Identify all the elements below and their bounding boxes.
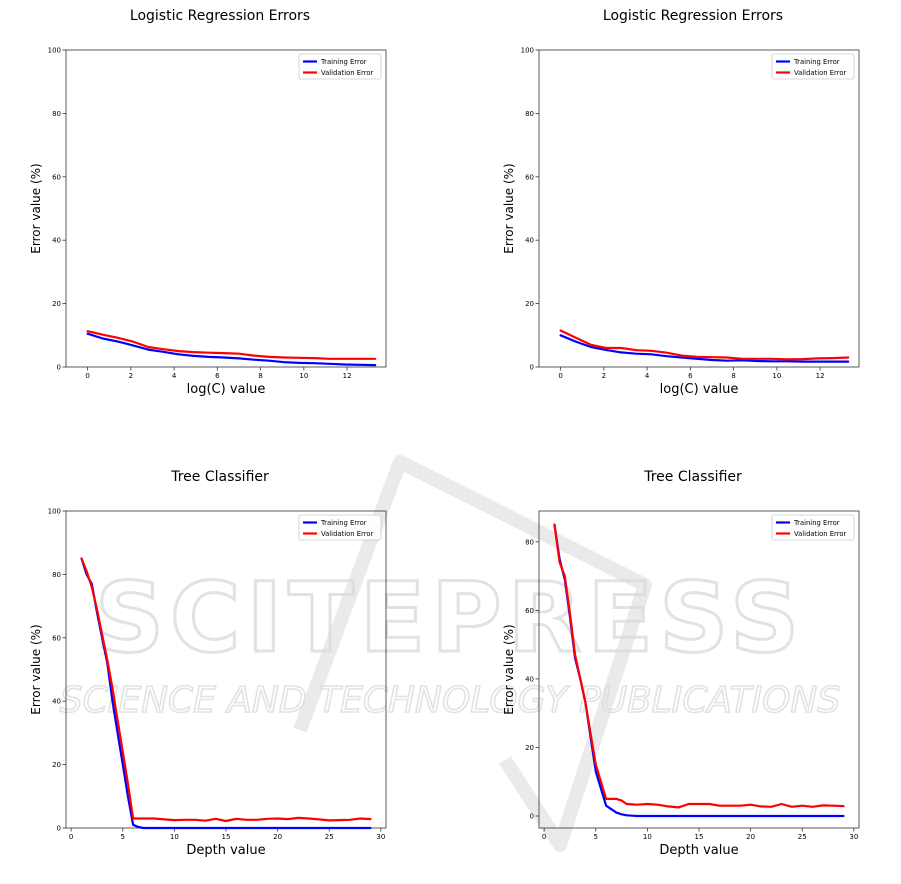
y-tick-label: 100 [521,47,534,55]
y-axis-label: Error value (%) [502,624,516,714]
x-tick-label: 25 [798,833,807,841]
legend: Training Error Validation Error [771,53,855,80]
x-tick-label: 6 [215,372,220,380]
watermark: SCITEPRESS SCIENCE AND TECHNOLOGY PUBLICA… [59,455,841,852]
x-axis-label: log(C) value [187,382,266,397]
chart-title: Tree Classifier [170,469,269,485]
x-tick-label: 8 [258,372,262,380]
x-tick-label: 12 [343,372,352,380]
y-tick-label: 60 [525,173,534,181]
legend: Training Error Validation Error [771,514,855,541]
x-tick-label: 15 [695,833,704,841]
x-tick-label: 10 [772,372,781,380]
legend-box [298,53,382,80]
chart-title: Logistic Regression Errors [603,8,783,24]
y-axis-label: Error value (%) [502,163,516,253]
y-tick-label: 40 [52,698,61,706]
y-axis-label: Error value (%) [29,163,43,253]
x-tick-label: 5 [121,833,125,841]
legend: Training Error Validation Error [298,53,382,80]
y-tick-label: 20 [525,744,534,752]
x-tick-label: 6 [688,372,693,380]
x-axis-label: Depth value [186,843,265,858]
y-tick-label: 40 [52,237,61,245]
x-axis-label: Depth value [659,843,738,858]
chart-title: Logistic Regression Errors [130,8,310,24]
legend-label: Validation Error [794,530,846,538]
x-tick-label: 10 [299,372,308,380]
y-tick-label: 80 [525,110,534,118]
y-tick-label: 80 [52,110,61,118]
x-tick-label: 0 [69,833,73,841]
x-tick-label: 5 [594,833,598,841]
series-line-validation-error [86,330,377,360]
legend-box [298,514,382,541]
x-tick-label: 12 [816,372,825,380]
legend-label: Training Error [793,519,840,527]
y-tick-label: 20 [52,761,61,769]
legend-label: Validation Error [321,69,373,77]
series-line-training-error [80,557,372,830]
legend-label: Training Error [793,58,840,66]
series-line-validation-error [80,557,372,823]
x-tick-label: 10 [643,833,652,841]
x-tick-label: 2 [129,372,133,380]
series-line-training-error [86,332,377,367]
chart-panel-3: Tree Classifier 0 5 10 15 20 25 30 0 20 40 60 80 100 D… [29,469,387,858]
y-tick-label: 80 [525,538,534,546]
y-tick-label: 60 [525,607,534,615]
watermark-main-text: SCITEPRESS [95,562,805,674]
chart-title: Tree Classifier [643,469,742,485]
y-tick-label: 20 [525,300,534,308]
x-tick-label: 0 [85,372,89,380]
x-tick-label: 2 [602,372,606,380]
x-tick-label: 25 [325,833,334,841]
x-tick-label: 0 [558,372,562,380]
y-tick-label: 0 [57,825,61,833]
x-tick-label: 0 [542,833,546,841]
legend-box [771,53,855,80]
x-tick-label: 4 [645,372,650,380]
chart-panel-2: Logistic Regression Errors 0 2 4 6 8 10 12 0 20 40… [502,8,860,397]
y-tick-label: 80 [52,571,61,579]
chart-panel-4: Tree Classifier 0 5 10 15 20 25 30 0 20 40 60 80 Dept… [502,469,860,858]
legend-label: Validation Error [321,530,373,538]
legend: Training Error Validation Error [298,514,382,541]
y-tick-label: 100 [48,508,61,516]
legend-label: Validation Error [794,69,846,77]
legend-label: Training Error [320,519,367,527]
x-tick-label: 20 [746,833,755,841]
y-tick-label: 60 [52,634,61,642]
y-tick-label: 60 [52,173,61,181]
y-axis-label: Error value (%) [29,624,43,714]
axes-frame [65,49,387,368]
legend-box [771,514,855,541]
x-tick-label: 8 [731,372,735,380]
series-line-validation-error [553,523,845,809]
axes-frame [538,49,860,368]
watermark-outline [293,455,652,852]
x-tick-label: 4 [172,372,177,380]
chart-panel-1: Logistic Regression Errors 0 2 4 6 8 10 12 0 20 40… [29,8,387,397]
y-tick-label: 100 [48,47,61,55]
y-tick-label: 40 [525,675,534,683]
series-line-validation-error [559,329,850,361]
x-tick-label: 15 [222,833,231,841]
y-tick-label: 0 [57,364,61,372]
watermark-sub-text: SCIENCE AND TECHNOLOGY PUBLICATIONS [60,680,840,721]
y-tick-label: 20 [52,300,61,308]
series-line-training-error [559,334,850,363]
y-tick-label: 0 [530,364,534,372]
legend-label: Training Error [320,58,367,66]
x-tick-label: 30 [376,833,385,841]
x-axis-label: log(C) value [660,382,739,397]
x-tick-label: 30 [849,833,858,841]
x-tick-label: 10 [170,833,179,841]
y-tick-label: 40 [525,237,534,245]
y-tick-label: 0 [530,813,534,821]
x-tick-label: 20 [273,833,282,841]
